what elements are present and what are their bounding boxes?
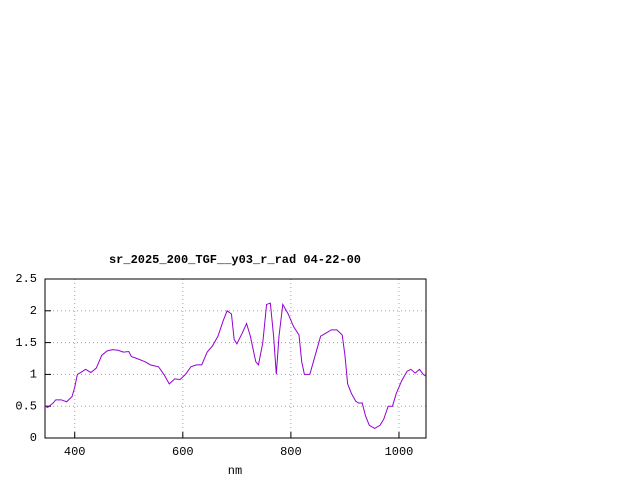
- x-axis-label: nm: [228, 464, 242, 478]
- y-tick-label: 0: [30, 431, 37, 445]
- x-tick-label: 600: [172, 445, 194, 459]
- y-tick-label: 2: [30, 304, 37, 318]
- x-tick-label: 1000: [385, 445, 414, 459]
- y-tick-label: 1: [30, 368, 37, 382]
- y-tick-label: 1.5: [15, 336, 37, 350]
- data-line: [44, 302, 427, 430]
- x-tick-label: 800: [280, 445, 302, 459]
- y-tick-label: 0.5: [15, 399, 37, 413]
- y-tick-label: 2.5: [15, 272, 37, 286]
- x-tick-label: 400: [64, 445, 86, 459]
- plot-frame: [44, 278, 427, 439]
- chart-title: sr_2025_200_TGF__y03_r_rad 04-22-00: [109, 253, 361, 267]
